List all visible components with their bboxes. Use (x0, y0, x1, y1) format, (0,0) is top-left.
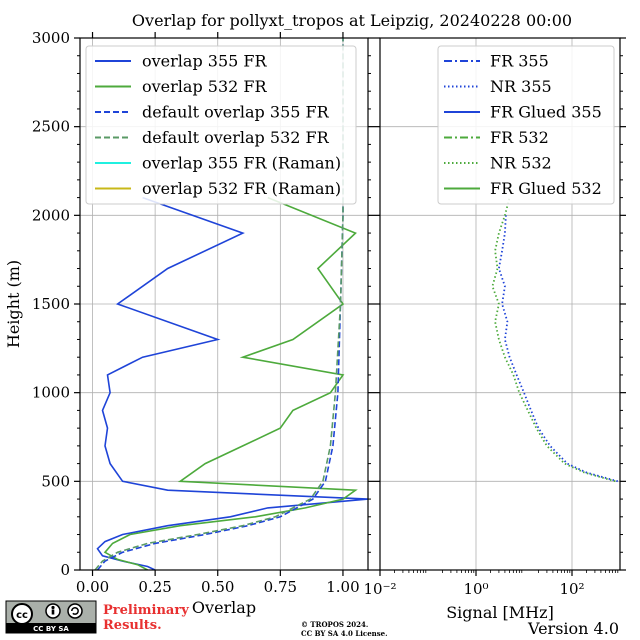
license-badge: cc CC BY SA (5, 600, 97, 634)
signal-series-group (491, 197, 619, 483)
copyright-line-1: © TROPOS 2024. (301, 620, 368, 629)
overlap-series-group (94, 38, 368, 570)
overlap-legend-box (85, 45, 357, 205)
overlap-series-line-1 (103, 196, 358, 570)
overlap-legend-entry: overlap 532 FR (142, 77, 268, 96)
overlap-legend-entry: overlap 532 FR (Raman) (142, 179, 341, 198)
signal-series-line-1 (497, 215, 619, 483)
signal-legend-entry: NR 355 (490, 77, 552, 96)
overlap-legend-entry: overlap 355 FR (Raman) (142, 154, 341, 173)
signal-legend-entry: FR 532 (490, 128, 549, 147)
signal-panel: 10⁻² 10⁰ 10² Signal [MHz] FR 355 NR 355 FR G… (363, 37, 626, 622)
signal-legend-box (437, 45, 615, 205)
signal-x-tick-label: 10⁰ (463, 580, 488, 598)
y-axis-label: Height (m) (4, 260, 23, 348)
overlap-x-tick-label: 0.75 (264, 578, 297, 596)
y-tick-label: 1000 (32, 384, 70, 402)
signal-x-tick-label: 10⁻² (363, 580, 396, 598)
copyright-line-2: CC BY SA 4.0 License. (301, 629, 388, 638)
license-badge-text: CC BY SA (33, 625, 69, 633)
y-tick-label: 0 (60, 561, 70, 579)
y-axis-label-text: Height (m) (4, 260, 23, 348)
overlap-series-line-3 (94, 38, 344, 570)
signal-legend: FR 355 NR 355 FR Glued 355 FR 532 NR 532 FR G… (437, 45, 615, 205)
overlap-series-line-0 (96, 196, 368, 570)
overlap-legend-entry: default overlap 532 FR (142, 128, 330, 147)
y-tick-label: 1500 (32, 295, 70, 313)
overlap-x-tick-label: 0.50 (201, 578, 234, 596)
license-badge-strip (6, 623, 96, 633)
cc-icon (11, 603, 33, 625)
overlap-panel: 0.00 0.25 0.50 0.75 1.00 0 500 1000 1500 2000 2500… (4, 29, 374, 617)
sa-icon (67, 603, 83, 619)
y-tick-label: 500 (41, 472, 70, 490)
x-axis-label-overlap: Overlap (192, 598, 256, 617)
chart-title: Overlap for pollyxt_tropos at Leipzig, 2… (132, 11, 572, 30)
signal-legend-entry: FR Glued 532 (490, 179, 602, 198)
overlap-legend-entry: overlap 355 FR (142, 52, 268, 71)
overlap-ticks: 0.00 0.25 0.50 0.75 1.00 0 500 1000 1500 2000 2500… (32, 29, 374, 596)
signal-x-tick-label: 10² (559, 580, 584, 598)
signal-legend-entry: NR 532 (490, 154, 552, 173)
preliminary-note: Preliminary Results. (103, 603, 189, 633)
signal-legend-entry: FR 355 (490, 52, 549, 71)
overlap-legend: overlap 355 FR overlap 532 FR default over… (85, 45, 357, 205)
overlap-legend-entry: default overlap 355 FR (142, 103, 330, 122)
preliminary-line-2: Results. (103, 618, 162, 633)
preliminary-line-1: Preliminary (103, 603, 189, 618)
overlap-x-tick-label: 0.25 (138, 578, 171, 596)
y-tick-label: 2000 (32, 206, 70, 224)
version-label: Version 4.0 (527, 619, 619, 638)
signal-legend-entry: FR Glued 355 (490, 103, 602, 122)
overlap-x-tick-label: 0.00 (76, 578, 109, 596)
svg-text:cc: cc (16, 610, 28, 621)
signal-ticks: 10⁻² 10⁰ 10² (363, 37, 626, 598)
overlap-x-tick-label: 1.00 (326, 578, 359, 596)
y-tick-label: 3000 (32, 29, 70, 47)
x-axis-label-signal: Signal [MHz] (446, 603, 554, 622)
y-tick-label: 2500 (32, 118, 70, 136)
